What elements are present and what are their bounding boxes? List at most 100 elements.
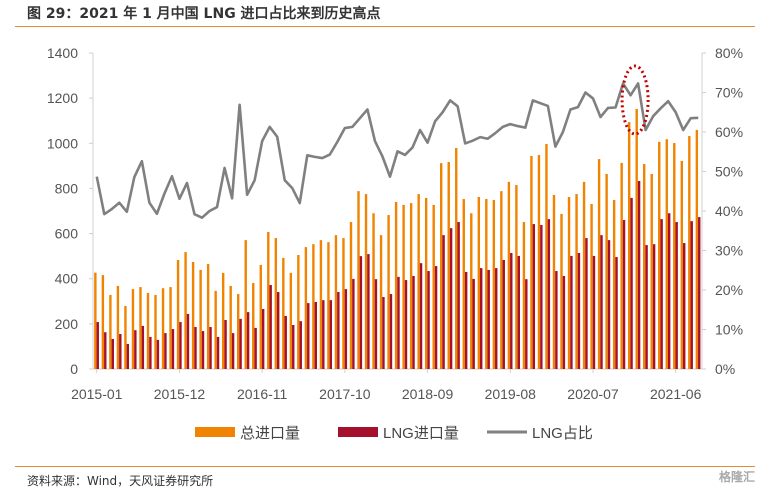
bar-lng xyxy=(585,238,588,369)
bar-lng xyxy=(525,279,528,369)
bar-total xyxy=(154,294,157,369)
bar-total xyxy=(237,294,240,369)
bar-total xyxy=(109,294,112,369)
bar-total xyxy=(597,159,601,369)
bar-total xyxy=(342,238,345,369)
x-tick-label: 2019-08 xyxy=(485,386,537,402)
bar-lng xyxy=(352,278,355,369)
bar-total xyxy=(229,285,232,369)
bar-total xyxy=(665,139,668,369)
bar-lng xyxy=(645,245,648,369)
highlight-ellipse xyxy=(620,64,650,136)
bar-total xyxy=(590,204,593,369)
bar-total xyxy=(409,203,413,369)
bar-lng xyxy=(487,269,490,369)
bar-lng xyxy=(570,255,573,369)
right-tick-label: 60% xyxy=(715,124,743,140)
left-tick-label: 1200 xyxy=(47,90,78,106)
left-tick-label: 800 xyxy=(55,180,79,196)
bar-lng xyxy=(412,276,415,369)
bar-lng xyxy=(510,252,513,369)
bar-total xyxy=(379,235,383,369)
bar-total xyxy=(537,155,541,369)
figure-title: 图 29：2021 年 1 月中国 LNG 进口占比来到历史高点 xyxy=(27,6,381,22)
left-tick-label: 1000 xyxy=(47,135,78,151)
bar-lng xyxy=(134,330,137,369)
bars xyxy=(94,108,701,369)
bar-lng xyxy=(246,312,250,369)
bar-total xyxy=(680,160,684,369)
watermark-logo: 格隆汇 xyxy=(718,470,755,484)
bar-lng xyxy=(307,303,310,369)
bar-total xyxy=(206,264,210,369)
bar-lng xyxy=(119,334,122,369)
bar-lng xyxy=(562,276,566,369)
bar-total xyxy=(161,288,165,369)
x-tick-label: 2016-11 xyxy=(237,386,288,402)
bar-lng xyxy=(224,320,227,369)
bar-lng xyxy=(607,240,611,369)
bar-total xyxy=(221,272,225,369)
bar-total xyxy=(139,287,142,369)
bar-total xyxy=(432,204,435,369)
bar-lng xyxy=(367,254,370,369)
bar-total xyxy=(304,247,308,369)
bar-lng xyxy=(314,301,317,369)
bar-lng xyxy=(427,271,430,369)
legend: 总进口量 LNG进口量 LNG占比 xyxy=(195,425,593,442)
bar-lng xyxy=(457,222,460,369)
bar-total xyxy=(477,197,481,369)
legend-swatch xyxy=(195,427,235,437)
bar-lng xyxy=(480,268,483,369)
bar-lng xyxy=(171,329,175,369)
right-tick-label: 80% xyxy=(715,45,743,61)
legend-label: 总进口量 xyxy=(240,425,300,442)
left-tick-label: 1400 xyxy=(47,45,78,61)
bar-lng xyxy=(660,219,663,369)
bar-lng xyxy=(179,322,182,369)
bar-total xyxy=(101,275,105,369)
right-tick-label: 20% xyxy=(715,282,743,298)
x-tick-label: 2015-01 xyxy=(71,386,123,402)
bar-lng xyxy=(577,252,581,369)
bar-total xyxy=(184,252,187,369)
source-note: 资料来源：Wind，天风证券研究所 xyxy=(27,474,214,488)
bar-lng xyxy=(299,321,302,369)
bar-lng xyxy=(397,276,400,369)
bar-lng xyxy=(209,327,212,369)
bar-total xyxy=(620,162,623,369)
bar-total xyxy=(402,204,405,369)
bar-total xyxy=(530,155,533,369)
bar-lng xyxy=(374,279,378,369)
bar-total xyxy=(560,213,563,369)
bar-lng xyxy=(502,259,505,369)
bar-total xyxy=(635,108,638,369)
bar-total xyxy=(214,290,217,369)
bar-lng xyxy=(683,243,686,369)
footer-divider xyxy=(15,466,755,467)
bar-total xyxy=(372,213,375,369)
bar-total xyxy=(522,222,526,369)
bar-lng xyxy=(329,300,333,369)
bar-total xyxy=(673,143,676,369)
bar-total xyxy=(327,242,330,369)
bar-total xyxy=(582,181,586,369)
bar-lng xyxy=(239,318,242,369)
bar-total xyxy=(455,148,458,369)
bar-lng xyxy=(156,339,160,369)
bar-lng xyxy=(495,268,498,369)
bar-lng xyxy=(517,255,520,369)
bar-lng xyxy=(111,338,114,369)
bar-total xyxy=(289,272,293,369)
bar-total xyxy=(357,191,360,369)
bar-total xyxy=(627,122,631,369)
bar-total xyxy=(612,199,616,369)
axes: 0 200 400 600 800 1000 1200 1400 0% 10% 20% 30% 40% 5… xyxy=(47,45,743,402)
bar-lng xyxy=(322,300,325,369)
bar-total xyxy=(312,244,315,369)
bar-total xyxy=(146,292,150,369)
bar-total xyxy=(387,215,390,369)
bar-total xyxy=(176,259,180,369)
bar-lng xyxy=(547,219,551,369)
bar-total xyxy=(94,272,97,369)
